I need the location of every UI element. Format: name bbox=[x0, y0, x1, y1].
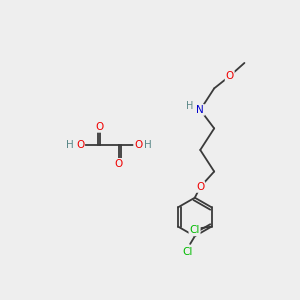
Text: Cl: Cl bbox=[189, 225, 200, 236]
Text: O: O bbox=[76, 140, 84, 150]
Text: O: O bbox=[226, 71, 234, 81]
Text: Cl: Cl bbox=[182, 247, 192, 256]
Text: H: H bbox=[66, 140, 74, 150]
Text: O: O bbox=[196, 182, 204, 192]
Text: N: N bbox=[196, 105, 204, 115]
Text: H: H bbox=[145, 140, 152, 150]
Text: O: O bbox=[134, 140, 142, 150]
Text: O: O bbox=[95, 122, 104, 132]
Text: H: H bbox=[186, 101, 193, 111]
Text: O: O bbox=[115, 159, 123, 169]
